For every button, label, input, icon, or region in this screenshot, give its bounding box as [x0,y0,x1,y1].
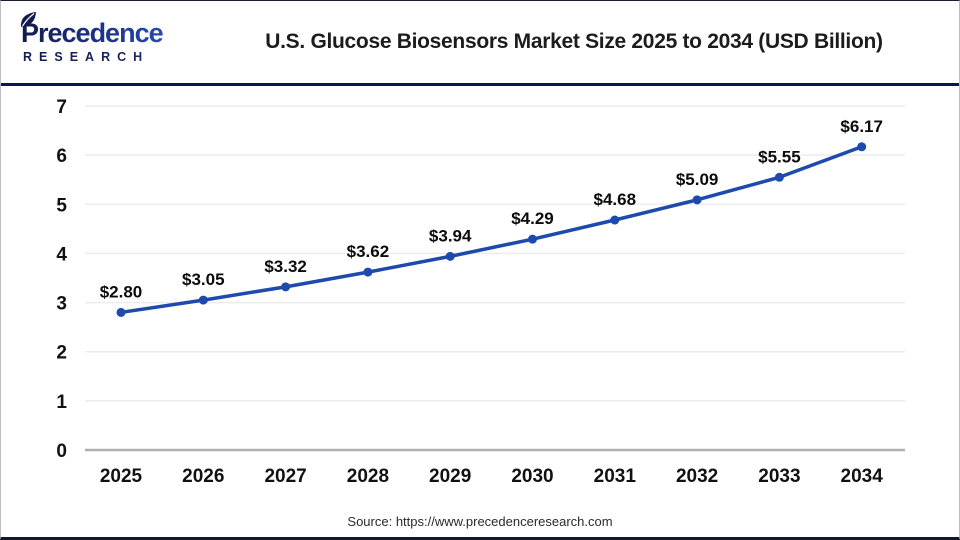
header: Precedence RESEARCH U.S. Glucose Biosens… [1,1,959,86]
data-point [198,295,208,305]
data-point [116,307,126,317]
precedence-research-logo: Precedence RESEARCH [19,12,219,64]
logo-subtitle: RESEARCH [19,50,219,64]
data-point [692,195,702,205]
chart-area: 0 1 2 3 4 5 6 7 $2.80 2025 $3.05 2026 $3.32 2027 $3.62… [1,86,959,537]
data-point-label: $5.55 [758,147,801,166]
x-axis-tick-label: 2032 [676,466,718,487]
data-point-label: $6.17 [840,117,883,136]
line-chart: 0 1 2 3 4 5 6 7 $2.80 2025 $3.05 2026 $3.32 2027 $3.62… [56,97,905,487]
x-axis-tick-label: 2028 [347,466,389,487]
y-axis-tick-label: 0 [56,441,67,462]
x-axis-tick-label: 2034 [841,466,884,487]
data-point [857,142,867,152]
y-axis-tick-label: 5 [56,195,67,216]
market-size-line [119,145,864,315]
y-axis-tick-label: 7 [56,97,67,118]
y-axis-tick-label: 3 [56,294,67,315]
data-point [610,215,620,225]
logo-wordmark: Precedence [19,20,219,47]
data-point-label: $3.05 [182,270,225,289]
y-axis-tick-label: 4 [56,244,67,265]
y-axis-tick-label: 1 [56,392,67,413]
data-point-label: $4.29 [511,209,554,228]
x-axis-tick-label: 2033 [758,466,800,487]
data-point [363,267,373,277]
data-point [445,251,455,261]
page-title: U.S. Glucose Biosensors Market Size 2025… [265,30,883,53]
data-point-label: $4.68 [594,190,637,209]
source-attribution: Source: https://www.precedenceresearch.c… [347,514,613,529]
x-axis-tick-label: 2031 [594,466,637,487]
data-point-label: $3.62 [347,242,390,261]
data-point [774,172,784,182]
x-axis-tick-label: 2027 [264,466,306,487]
data-point-label: $2.80 [100,282,143,301]
x-axis-tick-label: 2025 [100,466,143,487]
x-axis-tick-label: 2029 [429,466,471,487]
x-axis-tick-label: 2026 [182,466,224,487]
data-point [528,234,537,244]
data-point [281,282,291,292]
data-point-label: $3.32 [264,257,307,276]
x-axis-tick-label: 2030 [511,466,553,487]
leaf-icon [20,12,36,27]
y-axis-tick-label: 6 [56,146,67,167]
data-point-label: $3.94 [429,226,472,245]
data-point-label: $5.09 [676,170,719,189]
y-axis-tick-label: 2 [56,343,67,364]
